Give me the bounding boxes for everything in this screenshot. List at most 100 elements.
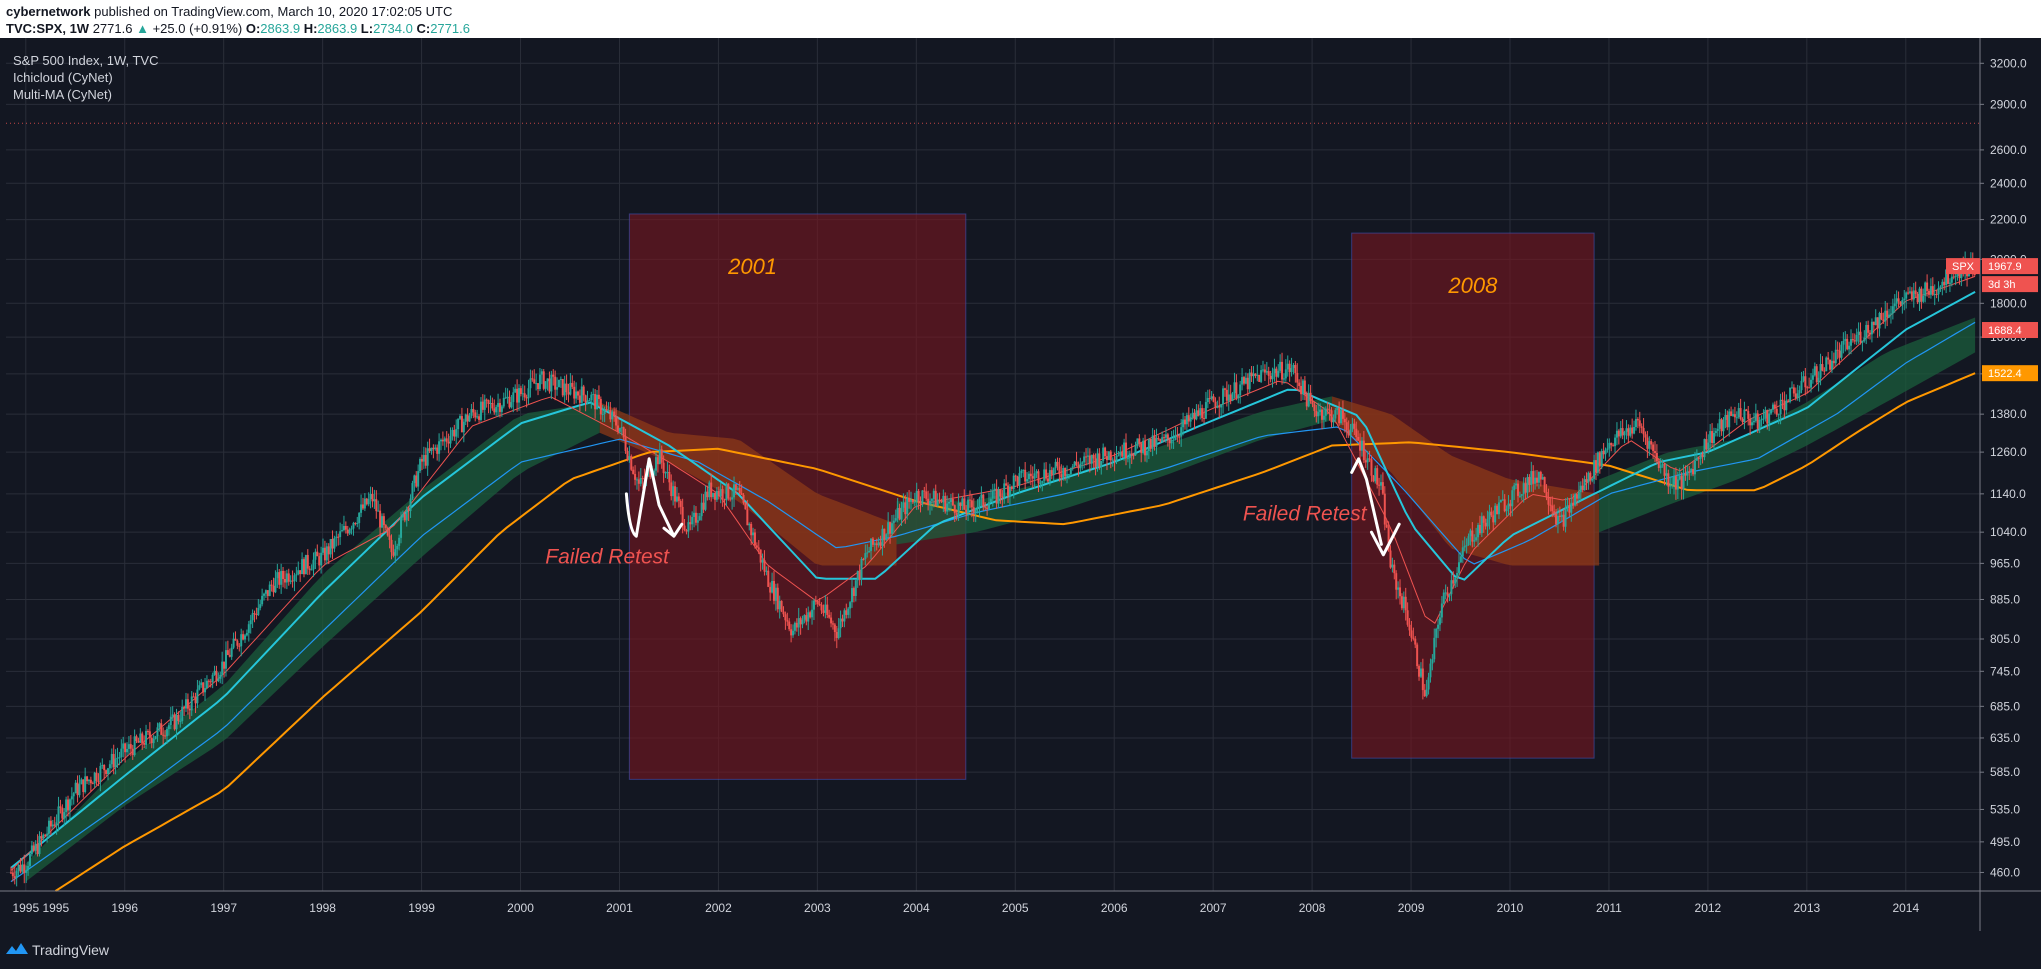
candle-body <box>1185 415 1188 425</box>
candle-body <box>516 388 519 403</box>
candle-body <box>957 502 960 515</box>
candle-body <box>1716 428 1719 431</box>
candle-body <box>318 556 321 566</box>
candle-body <box>1008 486 1011 496</box>
candle-body <box>53 824 56 826</box>
tradingview-logo-icon[interactable] <box>6 942 28 959</box>
candle-body <box>1161 437 1164 442</box>
candle-body <box>523 393 526 398</box>
candle-body <box>253 613 256 615</box>
candle-body <box>110 753 113 765</box>
legend-multi-ma[interactable]: Multi-MA (CyNet) <box>13 87 112 102</box>
open-value: 2863.9 <box>260 21 301 36</box>
candle-body <box>234 638 237 641</box>
candle-body <box>464 414 467 422</box>
candle-body <box>384 525 387 528</box>
candle-body <box>21 864 24 872</box>
candle-body <box>1562 514 1565 527</box>
candle-body <box>114 758 117 768</box>
legend-main[interactable]: S&P 500 Index, 1W, TVC <box>13 53 159 68</box>
candle-body <box>1203 418 1206 420</box>
candle-body <box>1024 469 1027 482</box>
candle-body <box>198 685 201 690</box>
candle-body <box>664 472 667 474</box>
candle-body <box>202 682 205 693</box>
drawn-arrow-2008 <box>1350 457 1401 557</box>
candle-body <box>822 610 825 613</box>
candle-body <box>828 614 831 618</box>
candle-body <box>569 382 572 395</box>
ichimoku-cloud-bear <box>1331 396 1600 566</box>
candle-body <box>672 486 675 497</box>
candle-body <box>1368 458 1371 460</box>
candle-body <box>1655 452 1658 462</box>
candle-body <box>635 479 638 481</box>
candle-body <box>1353 423 1356 429</box>
candle-body <box>424 455 427 466</box>
candle-body <box>875 543 878 546</box>
y-tick-label: 2900.0 <box>1990 97 2027 111</box>
candle-body <box>1199 408 1202 416</box>
candle-body <box>1105 456 1108 461</box>
legend-ichicloud[interactable]: Ichicloud (CyNet) <box>13 70 113 85</box>
candle-body <box>1050 470 1053 475</box>
candle-body <box>1107 451 1110 461</box>
candle-body <box>655 457 658 471</box>
candle-body <box>757 547 760 550</box>
candle-body <box>1256 374 1259 376</box>
candle-body <box>285 573 288 583</box>
candle-body <box>544 381 547 389</box>
candle-body <box>596 394 599 410</box>
candle-body <box>1416 644 1419 667</box>
candle-body <box>1657 461 1660 468</box>
candle-body <box>833 624 836 632</box>
candle-body <box>982 494 985 507</box>
price-chart[interactable]: 2001 2008 Failed Retest Failed Retest 460.0 4… <box>0 38 2041 931</box>
candle-body <box>369 493 372 500</box>
candle-body <box>1760 419 1763 421</box>
candle-body <box>1882 319 1885 322</box>
candle-body <box>255 614 258 616</box>
candle-body <box>1166 434 1169 439</box>
candle-body <box>55 822 58 826</box>
candle-body <box>468 415 471 422</box>
candle-body <box>917 490 920 502</box>
x-tick-label: 2013 <box>1793 901 1820 915</box>
candle-body <box>139 733 142 743</box>
candle-body <box>712 492 715 498</box>
candle-body <box>1819 364 1822 378</box>
candle-body <box>984 506 987 508</box>
candle-body <box>968 499 971 501</box>
candle-body <box>1707 442 1710 450</box>
candle-body <box>740 493 743 495</box>
candle-body <box>441 439 444 442</box>
candle-body <box>1233 382 1236 394</box>
candle-body <box>521 393 524 395</box>
candle-body <box>489 402 492 404</box>
candle-body <box>1244 377 1247 384</box>
candle-body <box>192 696 195 698</box>
candle-body <box>986 507 989 509</box>
author-name[interactable]: cybernetwork <box>6 4 91 19</box>
candle-body <box>491 402 494 409</box>
candle-body <box>1634 419 1637 428</box>
candle-body <box>1016 476 1019 486</box>
candle-body <box>679 500 682 507</box>
candle-body <box>1855 335 1858 342</box>
candle-body <box>889 522 892 534</box>
candle-body <box>1176 435 1179 437</box>
candle-body <box>729 498 732 500</box>
candle-body <box>261 595 264 605</box>
candle-body <box>428 448 431 452</box>
candle-body <box>818 603 821 605</box>
candle-body <box>101 764 104 767</box>
candle-body <box>1001 496 1004 498</box>
candle-body <box>1838 350 1841 358</box>
candle-body <box>1918 288 1921 303</box>
candle-body <box>1252 373 1255 377</box>
footer-brand[interactable]: TradingView <box>32 942 110 958</box>
candle-body <box>1752 420 1755 423</box>
candle-body <box>1058 466 1061 475</box>
candle-body <box>439 439 442 442</box>
candle-body <box>1052 468 1055 475</box>
